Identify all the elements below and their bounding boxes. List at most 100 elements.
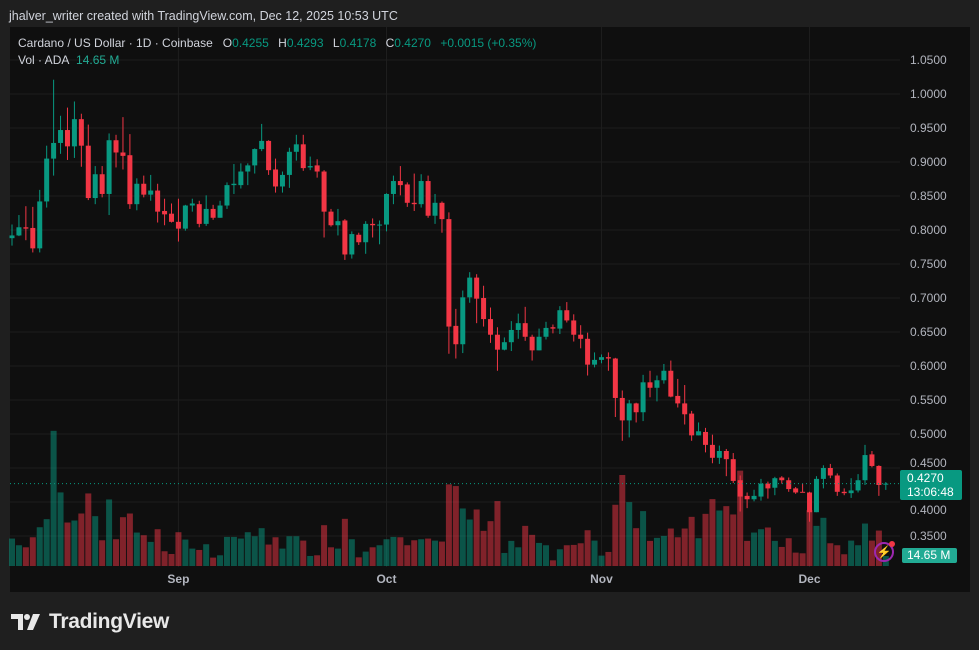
candle-body[interactable] bbox=[273, 169, 279, 187]
candle-body[interactable] bbox=[876, 465, 882, 485]
candle-body[interactable] bbox=[481, 298, 487, 320]
candle-body[interactable] bbox=[99, 174, 105, 194]
candle-body[interactable] bbox=[793, 488, 799, 493]
candle-body[interactable] bbox=[189, 203, 195, 206]
candle-body[interactable] bbox=[592, 359, 598, 365]
candle-body[interactable] bbox=[820, 468, 826, 479]
candle-body[interactable] bbox=[321, 171, 327, 212]
candle-body[interactable] bbox=[529, 336, 535, 351]
candle-body[interactable] bbox=[827, 468, 833, 476]
candle-body[interactable] bbox=[162, 210, 168, 215]
candle-body[interactable] bbox=[411, 202, 417, 205]
candle-body[interactable] bbox=[675, 395, 681, 404]
candle-body[interactable] bbox=[605, 357, 611, 359]
candle-body[interactable] bbox=[612, 358, 618, 398]
candle-body[interactable] bbox=[425, 181, 431, 216]
candle-body[interactable] bbox=[85, 145, 91, 199]
candle-body[interactable] bbox=[383, 193, 389, 225]
candle-body[interactable] bbox=[106, 140, 112, 194]
candle-body[interactable] bbox=[196, 204, 202, 224]
candle-body[interactable] bbox=[279, 174, 285, 187]
candle-body[interactable] bbox=[141, 183, 147, 195]
candle-body[interactable] bbox=[488, 319, 494, 335]
candle-body[interactable] bbox=[578, 334, 584, 339]
candle-body[interactable] bbox=[494, 334, 500, 350]
candle-body[interactable] bbox=[92, 174, 98, 199]
candle-body[interactable] bbox=[64, 130, 70, 147]
candle-body[interactable] bbox=[30, 227, 36, 249]
candle-body[interactable] bbox=[148, 190, 154, 195]
candle-body[interactable] bbox=[765, 483, 771, 489]
candle-body[interactable] bbox=[224, 185, 230, 206]
candle-body[interactable] bbox=[807, 492, 813, 513]
candle-body[interactable] bbox=[501, 342, 507, 350]
candle-body[interactable] bbox=[390, 181, 396, 194]
candle-body[interactable] bbox=[633, 403, 639, 413]
candle-body[interactable] bbox=[335, 221, 341, 226]
candle-body[interactable] bbox=[585, 338, 591, 365]
candle-body[interactable] bbox=[855, 480, 861, 491]
candle-body[interactable] bbox=[474, 277, 480, 299]
candle-body[interactable] bbox=[758, 483, 764, 497]
candle-body[interactable] bbox=[286, 151, 292, 175]
candle-body[interactable] bbox=[245, 165, 251, 172]
candle-body[interactable] bbox=[557, 310, 563, 329]
candle-body[interactable] bbox=[182, 205, 188, 229]
candle-body[interactable] bbox=[203, 208, 209, 224]
candle-body[interactable] bbox=[349, 234, 355, 255]
candle-body[interactable] bbox=[550, 327, 556, 329]
candle-body[interactable] bbox=[266, 140, 272, 171]
candle-body[interactable] bbox=[9, 235, 15, 239]
candle-body[interactable] bbox=[44, 158, 50, 202]
candle-body[interactable] bbox=[259, 140, 265, 150]
candle-body[interactable] bbox=[370, 223, 376, 226]
symbol-title[interactable]: Cardano / US Dollar · 1D · Coinbase bbox=[18, 36, 213, 50]
candle-body[interactable] bbox=[16, 227, 22, 236]
candle-body[interactable] bbox=[363, 223, 369, 243]
candle-body[interactable] bbox=[716, 451, 722, 458]
candle-body[interactable] bbox=[314, 165, 320, 172]
candle-body[interactable] bbox=[779, 477, 785, 481]
candle-body[interactable] bbox=[848, 490, 854, 494]
candle-body[interactable] bbox=[418, 181, 424, 205]
candle-body[interactable] bbox=[453, 325, 459, 345]
candle-body[interactable] bbox=[307, 166, 313, 168]
candle-body[interactable] bbox=[703, 431, 708, 445]
candle-body[interactable] bbox=[640, 382, 646, 413]
candle-body[interactable] bbox=[682, 403, 688, 415]
candle-body[interactable] bbox=[654, 380, 660, 388]
candle-body[interactable] bbox=[23, 227, 29, 229]
candle-body[interactable] bbox=[252, 149, 258, 166]
candle-body[interactable] bbox=[78, 119, 84, 146]
candle-body[interactable] bbox=[883, 483, 889, 485]
candle-body[interactable] bbox=[723, 451, 729, 460]
candle-body[interactable] bbox=[508, 329, 514, 343]
candle-body[interactable] bbox=[446, 219, 452, 327]
candle-body[interactable] bbox=[834, 475, 840, 492]
candle-body[interactable] bbox=[744, 495, 750, 500]
candle-body[interactable] bbox=[626, 403, 632, 421]
candle-body[interactable] bbox=[786, 480, 792, 490]
candle-body[interactable] bbox=[515, 323, 521, 330]
candle-body[interactable] bbox=[772, 478, 778, 488]
candle-body[interactable] bbox=[210, 208, 216, 218]
candle-body[interactable] bbox=[155, 190, 161, 212]
candle-body[interactable] bbox=[737, 480, 743, 497]
candle-body[interactable] bbox=[342, 220, 348, 255]
candle-body[interactable] bbox=[71, 119, 77, 147]
candle-body[interactable] bbox=[231, 183, 237, 186]
candle-body[interactable] bbox=[377, 224, 383, 226]
candle-body[interactable] bbox=[328, 211, 334, 226]
candle-body[interactable] bbox=[113, 140, 119, 153]
candle-body[interactable] bbox=[169, 213, 175, 222]
volume-title[interactable]: Vol · ADA bbox=[18, 53, 70, 67]
candle-body[interactable] bbox=[397, 181, 403, 186]
candle-body[interactable] bbox=[571, 320, 577, 335]
candle-body[interactable] bbox=[841, 491, 847, 494]
candle-body[interactable] bbox=[134, 183, 140, 205]
candle-body[interactable] bbox=[661, 370, 667, 381]
candle-body[interactable] bbox=[460, 297, 466, 345]
candle-body[interactable] bbox=[439, 202, 445, 220]
candle-body[interactable] bbox=[217, 205, 223, 218]
